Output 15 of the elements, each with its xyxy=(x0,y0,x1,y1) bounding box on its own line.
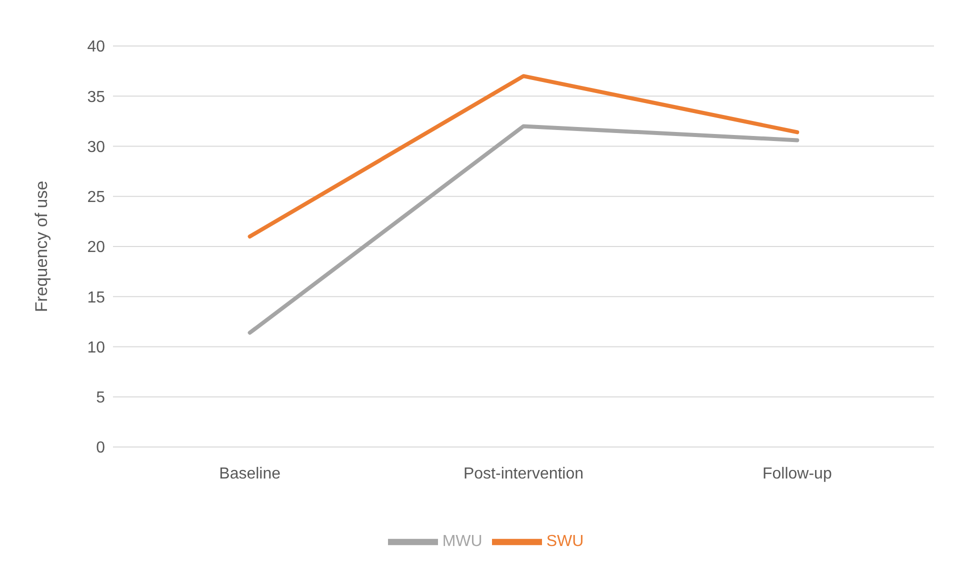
x-tick-label: Post-intervention xyxy=(463,465,584,482)
y-tick-label: 40 xyxy=(87,38,106,56)
x-tick-label: Follow-up xyxy=(762,465,832,482)
y-axis-title: Frequency of use xyxy=(32,180,52,312)
legend-label: SWU xyxy=(546,533,584,550)
y-tick-label: 5 xyxy=(96,390,106,407)
y-tick-label: 10 xyxy=(87,339,106,356)
y-tick-label: 30 xyxy=(87,138,106,156)
y-tick-label: 25 xyxy=(87,189,106,206)
y-tick-label: 15 xyxy=(87,289,106,306)
y-tick-label: 35 xyxy=(87,88,106,106)
legend-label: MWU xyxy=(442,533,482,550)
y-tick-label: 20 xyxy=(87,239,106,256)
x-tick-label: Baseline xyxy=(219,465,281,482)
y-tick-label: 0 xyxy=(96,440,106,457)
